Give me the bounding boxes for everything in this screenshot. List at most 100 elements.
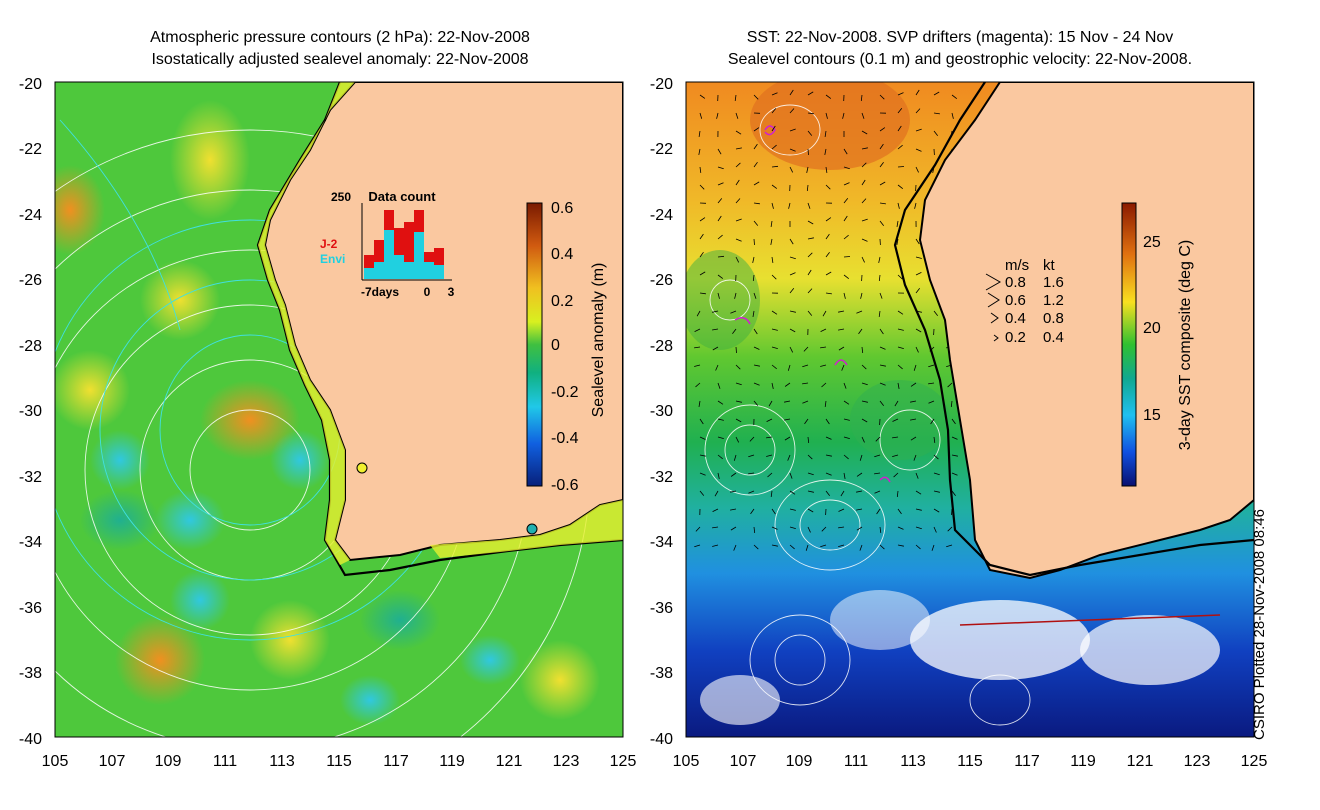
velocity-arrow (806, 184, 809, 192)
velocity-arrow (717, 182, 724, 186)
velocity-arrow (933, 436, 936, 443)
velocity-arrow (735, 147, 742, 150)
right-x-axis: 105 107 109 111 113 115 117 119 121 123 … (673, 753, 1268, 770)
velocity-arrow (897, 382, 900, 389)
x-tick-label: 121 (1127, 753, 1154, 770)
velocity-arrow (771, 125, 776, 132)
velocity-arrow (933, 526, 937, 533)
velocity-arrow (802, 400, 809, 404)
velocity-arrow (753, 94, 759, 100)
y-tick-label: -20 (650, 76, 673, 93)
velocity-arrow (735, 364, 741, 370)
velocity-arrow (897, 508, 902, 515)
velocity-arrow (753, 202, 760, 205)
velocity-arrow (696, 310, 701, 317)
velocity-arrow (716, 112, 719, 119)
velocity-arrow (771, 274, 777, 280)
velocity-arrow (807, 454, 813, 460)
velocity-arrow (807, 269, 812, 276)
velocity-arrow (915, 328, 922, 333)
inset-legend-envi: Envi (320, 252, 345, 266)
velocity-arrow (699, 184, 705, 190)
velocity-arrow (735, 436, 740, 443)
velocity-arrow (699, 112, 703, 119)
y-tick-label: -22 (650, 141, 673, 158)
velocity-key-kt: 1.2 (1043, 292, 1064, 309)
velocity-arrow (771, 144, 777, 150)
velocity-key-ms: 0.6 (1005, 292, 1026, 309)
velocity-arrow (770, 490, 773, 497)
velocity-arrow (752, 274, 755, 282)
velocity-arrow (856, 490, 863, 493)
velocity-arrow (699, 251, 704, 258)
velocity-arrow (928, 364, 935, 368)
velocity-arrow (820, 346, 827, 349)
velocity-arrow (807, 202, 811, 209)
velocity-arrow (915, 166, 919, 173)
velocity-arrow (789, 526, 796, 529)
velocity-key-kt: 0.4 (1043, 329, 1064, 346)
velocity-arrow (843, 292, 846, 299)
velocity-arrow (861, 218, 868, 222)
velocity-arrow (805, 544, 809, 551)
velocity-arrow (915, 544, 921, 550)
velocity-arrow (824, 130, 827, 137)
velocity-arrow (771, 508, 776, 515)
velocity-arrow (717, 436, 724, 439)
velocity-arrow (802, 382, 809, 385)
velocity-arrow (789, 310, 796, 313)
velocity-arrow (838, 310, 845, 313)
left-y-axis: -20 -22 -24 -26 -28 -30 -32 -34 -36 -38 … (19, 76, 42, 748)
velocity-arrow (843, 274, 850, 280)
velocity-arrow (807, 490, 814, 493)
velocity-arrow (748, 454, 755, 458)
velocity-key-header-kt: kt (1043, 257, 1056, 274)
velocity-arrow (750, 508, 755, 515)
velocity-arrow (699, 217, 706, 222)
inset-xlabel-start: -7days (361, 285, 399, 299)
velocity-arrow (825, 94, 832, 99)
velocity-arrow (838, 508, 845, 512)
velocity-arrow (879, 292, 883, 299)
y-tick-label: -36 (650, 600, 673, 617)
velocity-arrow (879, 382, 886, 386)
sst-patches (686, 82, 1220, 725)
velocity-arrows (694, 89, 959, 551)
sla-colorbar-tick: 0.2 (551, 293, 573, 310)
y-tick-label: -38 (650, 665, 673, 682)
velocity-key-kt: 1.6 (1043, 274, 1064, 291)
x-tick-label: 125 (610, 753, 637, 770)
velocity-arrow (951, 454, 958, 457)
velocity-arrow (807, 220, 814, 225)
velocity-arrow (874, 472, 881, 475)
velocity-arrow (951, 472, 958, 476)
velocity-arrow (733, 544, 737, 551)
velocity-arrow (843, 215, 848, 222)
velocity-arrow (879, 127, 886, 132)
velocity-arrow (789, 272, 796, 276)
velocity-arrow (843, 436, 850, 439)
velocity-arrow (843, 148, 848, 155)
velocity-arrow (930, 418, 935, 425)
velocity-arrow (821, 526, 827, 532)
velocity-arrow (712, 346, 719, 351)
velocity-arrow (825, 166, 828, 173)
velocity-arrow (730, 508, 737, 511)
velocity-arrow (699, 490, 705, 496)
left-x-axis: 105 107 109 111 113 115 117 119 121 123 … (42, 753, 637, 770)
velocity-arrow (910, 382, 917, 387)
velocity-arrow (897, 184, 904, 190)
velocity-arrow (753, 544, 759, 550)
velocity-arrow (694, 346, 701, 349)
velocity-arrow (878, 256, 881, 263)
inset-title: Data count (368, 189, 436, 204)
velocity-arrow (951, 418, 956, 425)
velocity-arrow (946, 544, 953, 548)
velocity-arrow (951, 490, 956, 497)
tide-gauge-marker (356, 462, 368, 474)
velocity-arrow (856, 508, 863, 511)
velocity-arrow (915, 288, 921, 294)
velocity-arrow (717, 198, 723, 204)
velocity-arrow (825, 217, 832, 222)
velocity-arrow (784, 436, 791, 441)
